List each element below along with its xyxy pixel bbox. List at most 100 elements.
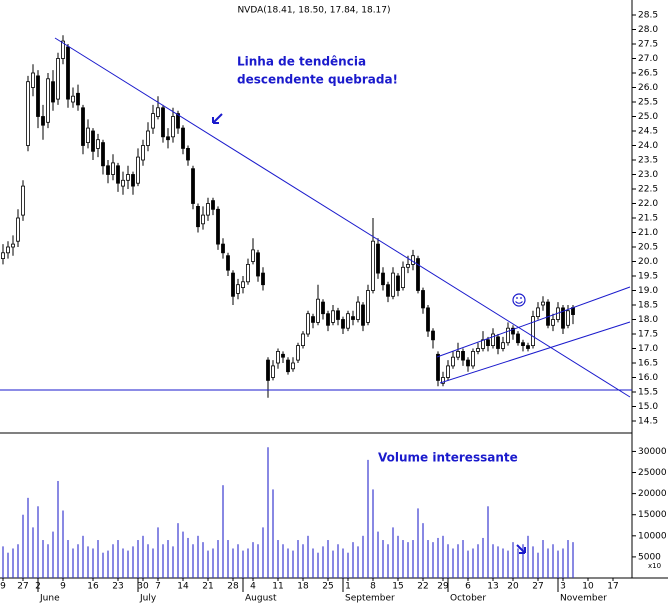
x-tick-label: 10 bbox=[582, 582, 594, 592]
candle-body bbox=[501, 342, 505, 349]
candle-body bbox=[341, 319, 345, 329]
x-tick-label: 18 bbox=[297, 582, 309, 592]
candle-body bbox=[246, 263, 250, 283]
candle-body bbox=[221, 243, 225, 254]
y-tick-label: 26.0 bbox=[638, 83, 658, 93]
month-label: August bbox=[245, 594, 277, 604]
candle-body bbox=[56, 58, 60, 100]
candle-body bbox=[396, 275, 400, 291]
month-label: November bbox=[560, 594, 607, 604]
candle-body bbox=[526, 345, 530, 349]
y-tick-label: 17.0 bbox=[638, 344, 658, 354]
x-tick-label: 9 bbox=[0, 582, 6, 592]
candle-body bbox=[201, 214, 205, 225]
y-tick-label: 19.5 bbox=[638, 272, 658, 282]
candle-body bbox=[566, 310, 570, 326]
y-tick-label: 23.5 bbox=[638, 156, 658, 166]
candle-body bbox=[266, 359, 270, 381]
candle-body bbox=[36, 75, 40, 117]
candle-body bbox=[161, 107, 165, 138]
candle-body bbox=[96, 139, 100, 149]
volume-tick-label: 5000 bbox=[638, 552, 661, 562]
candle-body bbox=[191, 168, 195, 204]
candle-body bbox=[211, 200, 215, 210]
chart-title: NVDA(18.41, 18.50, 17.84, 18.17) bbox=[237, 6, 390, 16]
x-tick-label: 21 bbox=[202, 582, 213, 592]
y-tick-label: 18.5 bbox=[638, 301, 658, 311]
candle-body bbox=[431, 330, 435, 341]
x-tick-label: 4 bbox=[250, 582, 256, 592]
x-tick-label: 15 bbox=[392, 582, 403, 592]
candle-body bbox=[171, 116, 175, 138]
x-tick-label: 28 bbox=[227, 582, 239, 592]
volume-tick-label: 10000 bbox=[638, 531, 667, 541]
candle-body bbox=[541, 301, 545, 306]
candle-body bbox=[346, 313, 350, 329]
candle-body bbox=[306, 313, 310, 335]
candle-body bbox=[206, 203, 210, 216]
y-tick-label: 28.5 bbox=[638, 11, 658, 21]
y-tick-label: 22.5 bbox=[638, 185, 658, 195]
candle-body bbox=[146, 130, 150, 146]
x-tick-label: 1 bbox=[345, 582, 351, 592]
x-tick-label: 23 bbox=[112, 582, 123, 592]
candle-body bbox=[506, 327, 510, 344]
volume-tick-label: 30000 bbox=[638, 447, 667, 457]
x-tick-label: 9 bbox=[60, 582, 66, 592]
y-tick-label: 17.5 bbox=[638, 330, 658, 340]
candle-body bbox=[166, 136, 170, 141]
x-tick-label: 30 bbox=[137, 582, 149, 592]
x-tick-label: 17 bbox=[607, 582, 618, 592]
candle-body bbox=[236, 284, 240, 294]
candle-body bbox=[446, 365, 450, 378]
volume-unit: x10 bbox=[648, 562, 661, 570]
x-tick-label: 27 bbox=[532, 582, 543, 592]
candle-body bbox=[61, 40, 65, 59]
volume-tick-label: 25000 bbox=[638, 468, 667, 478]
arrow-icon bbox=[516, 544, 526, 554]
x-tick-label: 22 bbox=[417, 582, 428, 592]
y-tick-label: 23.0 bbox=[638, 170, 658, 180]
candle-body bbox=[476, 348, 480, 352]
candle-body bbox=[286, 359, 290, 373]
candle-body bbox=[296, 345, 300, 361]
x-tick-label: 13 bbox=[487, 582, 498, 592]
candle-body bbox=[451, 356, 455, 367]
candle-body bbox=[196, 205, 200, 228]
channel-lower bbox=[439, 321, 631, 384]
candle-body bbox=[416, 258, 420, 291]
candle-body bbox=[301, 333, 305, 346]
candle-body bbox=[151, 113, 155, 129]
x-tick-label: 25 bbox=[322, 582, 333, 592]
y-tick-label: 21.0 bbox=[638, 228, 658, 238]
candle-body bbox=[311, 316, 315, 323]
y-tick-label: 27.0 bbox=[638, 54, 658, 64]
candle-body bbox=[536, 307, 540, 317]
candle-body bbox=[11, 243, 15, 248]
candle-body bbox=[366, 290, 370, 323]
y-tick-label: 18.0 bbox=[638, 315, 658, 325]
y-tick-label: 24.5 bbox=[638, 127, 658, 137]
x-tick-label: 3 bbox=[560, 582, 566, 592]
y-tick-label: 20.0 bbox=[638, 257, 658, 267]
candle-body bbox=[511, 327, 515, 335]
candle-body bbox=[496, 336, 500, 349]
candle-body bbox=[401, 266, 405, 288]
candle-body bbox=[226, 255, 230, 271]
y-tick-label: 25.0 bbox=[638, 112, 658, 122]
month-label: October bbox=[450, 594, 486, 604]
candle-body bbox=[51, 81, 55, 103]
x-tick-label: 29 bbox=[437, 582, 449, 592]
y-tick-label: 27.5 bbox=[638, 40, 658, 50]
candle-body bbox=[76, 92, 80, 106]
y-tick-label: 22.0 bbox=[638, 199, 658, 209]
candle-body bbox=[91, 130, 95, 152]
candle-body bbox=[336, 310, 340, 320]
candle-body bbox=[16, 217, 20, 242]
candle-body bbox=[466, 359, 470, 367]
candle-body bbox=[106, 165, 110, 175]
candle-body bbox=[256, 252, 260, 277]
candle-body bbox=[426, 307, 430, 332]
